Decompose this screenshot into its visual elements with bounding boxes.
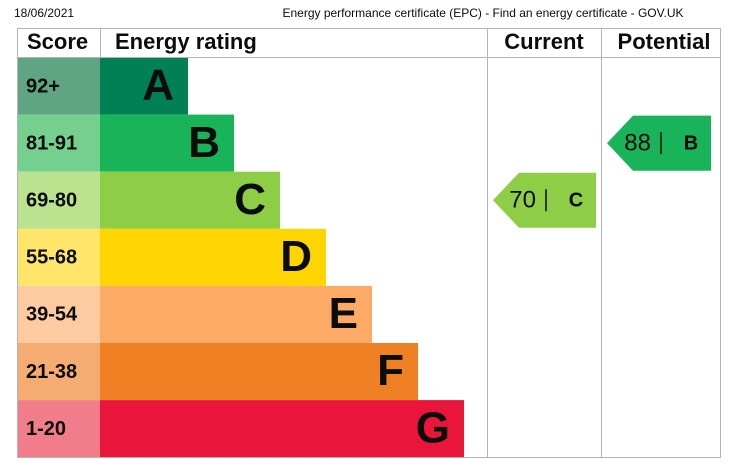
score-range: 21-38	[26, 361, 77, 383]
score-range: 1-20	[26, 418, 66, 440]
page-title: Energy performance certificate (EPC) - F…	[282, 6, 683, 20]
score-cell	[18, 228, 100, 286]
score-cell	[18, 285, 100, 343]
score-cell	[18, 171, 100, 229]
rating-score: 88	[624, 129, 651, 156]
rating-band: B	[684, 132, 698, 154]
rating-bar	[100, 114, 234, 172]
rating-arrow	[607, 115, 711, 171]
score-range: 92+	[26, 75, 60, 97]
rating-letter: G	[416, 403, 450, 452]
rating-letter: C	[234, 175, 266, 224]
column-header: Potential	[618, 29, 711, 54]
score-range: 69-80	[26, 190, 77, 212]
print-date: 18/06/2021	[14, 6, 74, 20]
score-range: 55-68	[26, 247, 77, 269]
score-cell	[18, 57, 100, 115]
rating-letter: D	[280, 232, 312, 281]
rating-bar	[100, 343, 418, 401]
rating-letter: B	[188, 118, 220, 167]
rating-bar	[100, 171, 280, 229]
score-cell	[18, 400, 100, 458]
column-header: Current	[504, 29, 584, 54]
column-header: Score	[27, 29, 88, 54]
score-range: 81-91	[26, 132, 77, 154]
rating-letter: A	[142, 61, 174, 110]
rating-bar	[100, 400, 464, 458]
score-cell	[18, 343, 100, 401]
rating-bar	[100, 285, 372, 343]
rating-arrow	[493, 172, 596, 228]
table-border	[17, 28, 721, 458]
table-grid	[17, 28, 721, 458]
rating-bar	[100, 57, 188, 115]
score-range: 39-54	[26, 304, 78, 326]
rating-band: C	[569, 190, 583, 212]
rating-score: 70	[509, 187, 536, 214]
rating-bar	[100, 228, 326, 286]
score-cell	[18, 114, 100, 172]
rating-letter: F	[377, 346, 404, 395]
column-header: Energy rating	[115, 29, 257, 54]
rating-letter: E	[329, 289, 358, 338]
